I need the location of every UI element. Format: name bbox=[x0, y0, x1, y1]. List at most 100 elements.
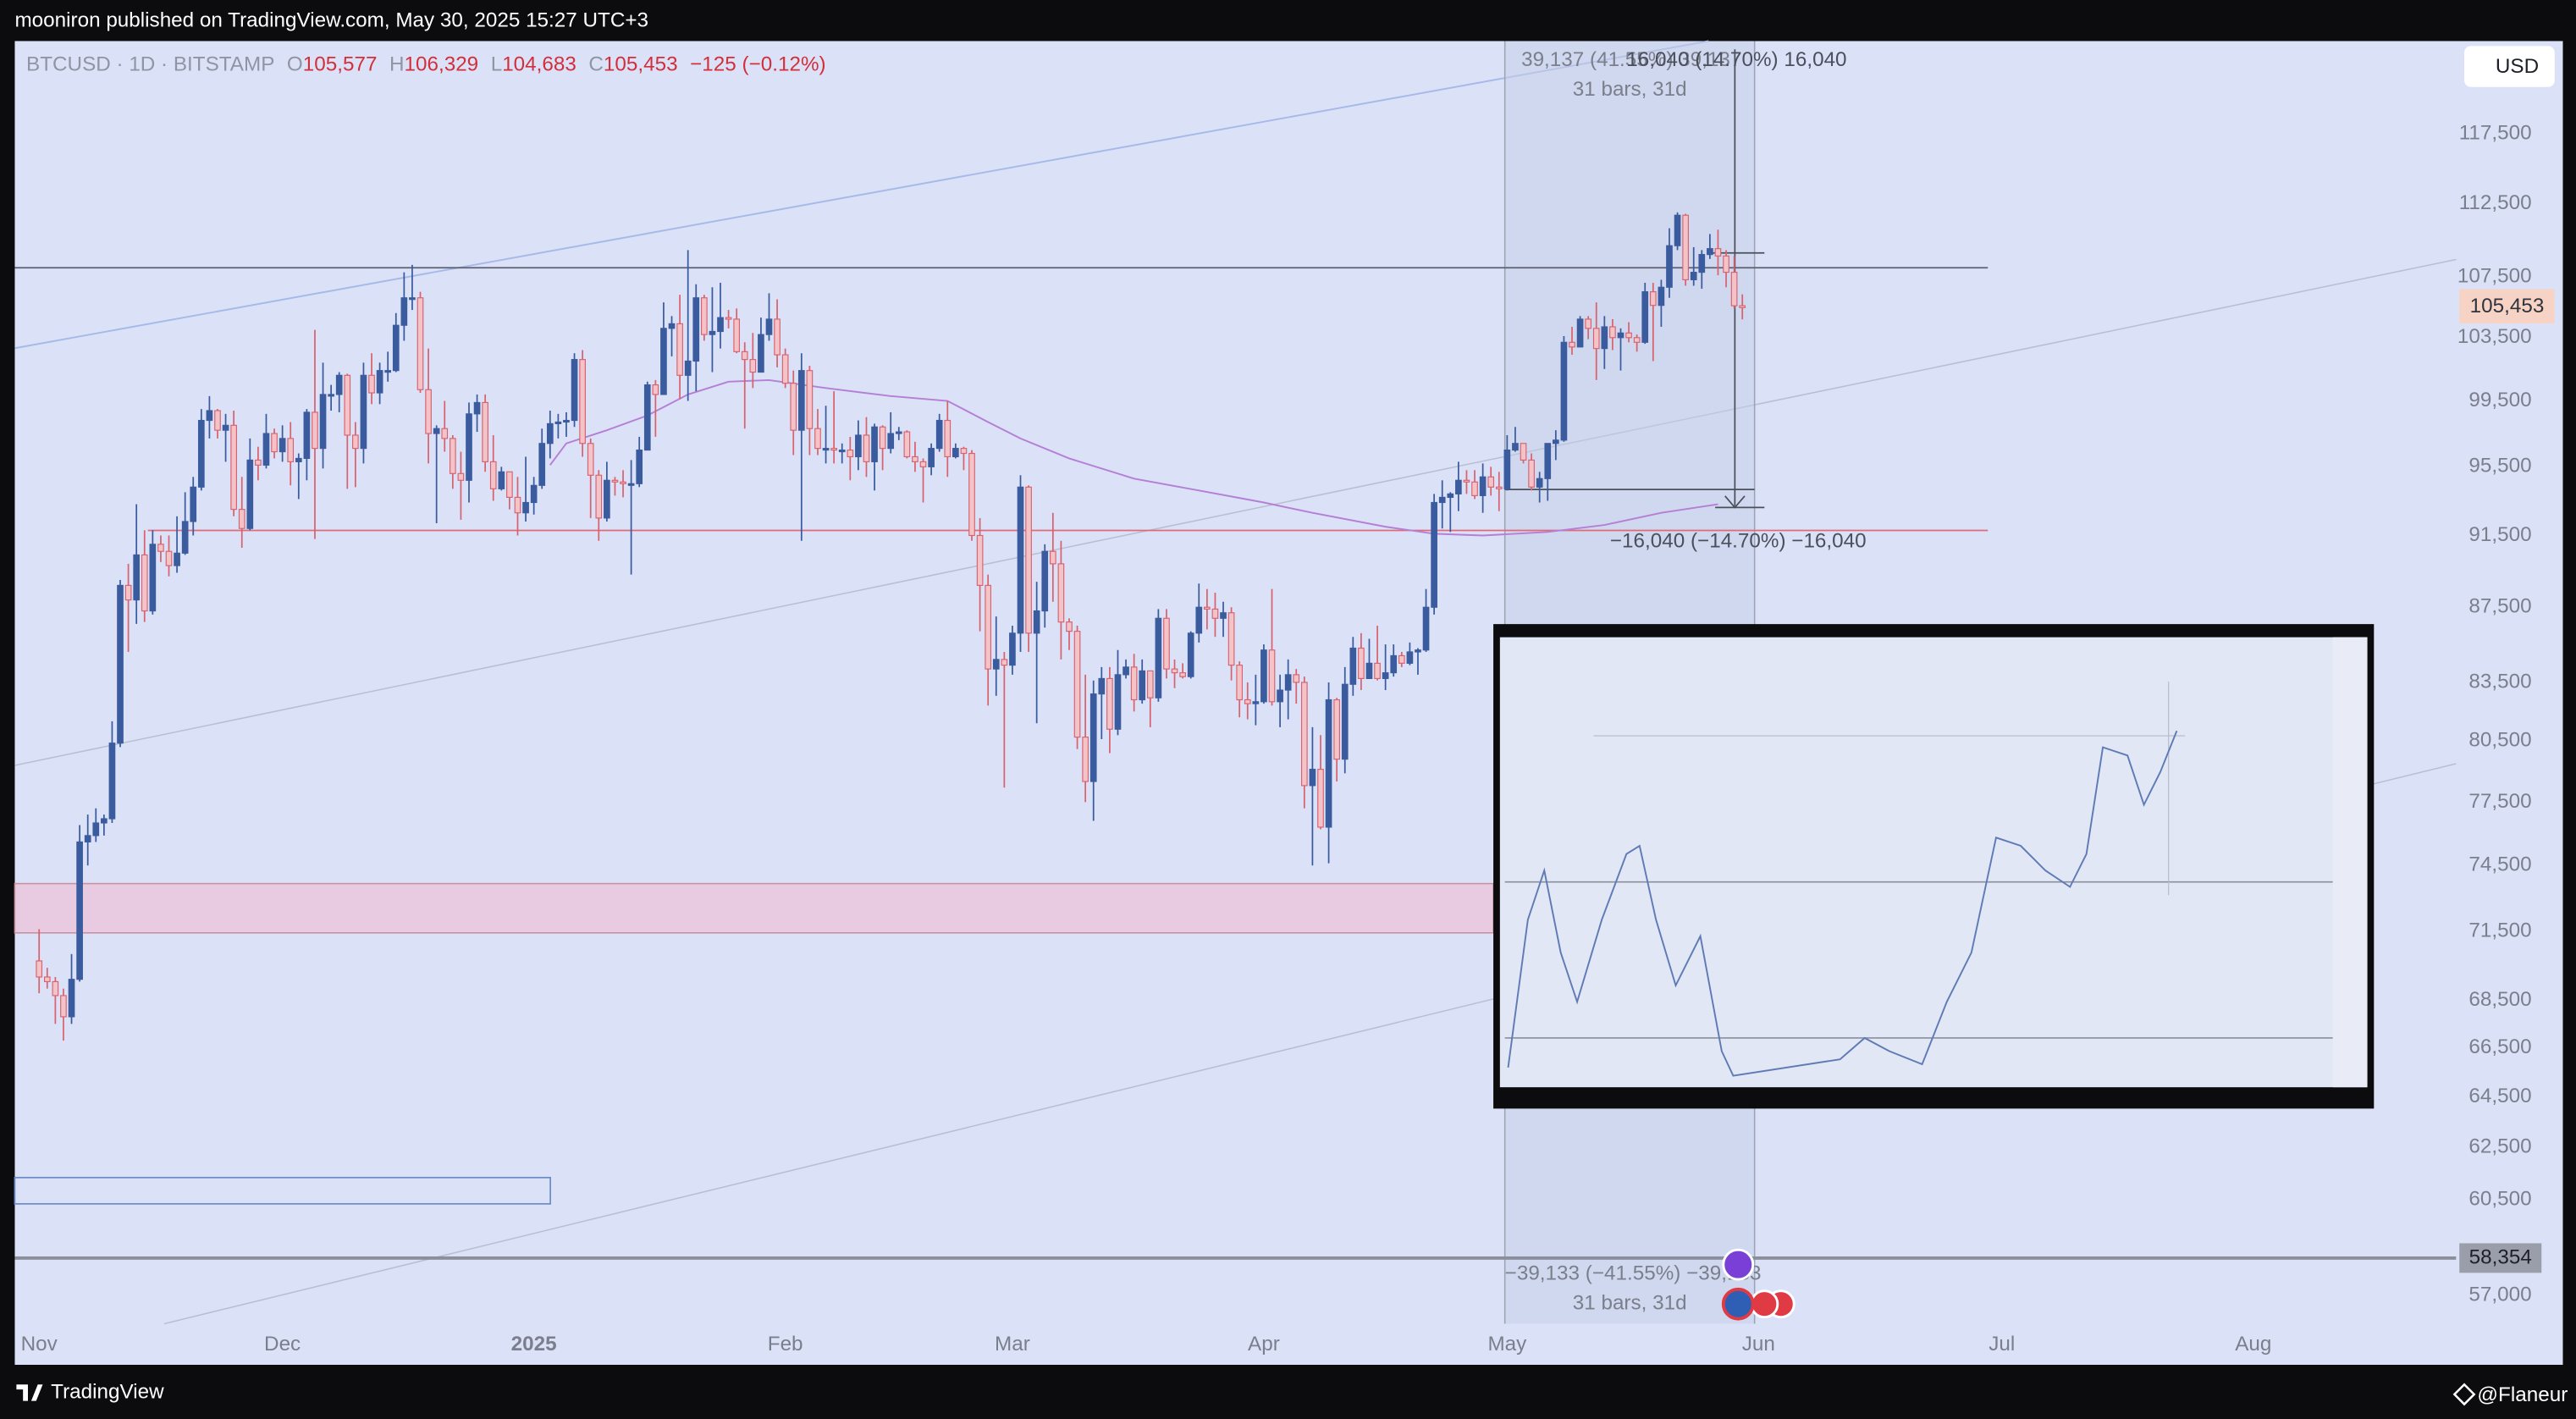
axes: 117,500 112,500 107,500 103,500 99,500 95,500… bbox=[21, 122, 2532, 1356]
candle-body bbox=[1073, 631, 1081, 738]
candle-body bbox=[538, 443, 546, 486]
candle-body bbox=[1601, 326, 1608, 350]
candle-body bbox=[935, 419, 943, 450]
y-tick-label: 99,500 bbox=[2468, 389, 2531, 411]
candle-body bbox=[1227, 612, 1235, 666]
candle-body bbox=[660, 328, 667, 395]
author-icon bbox=[2452, 1383, 2476, 1406]
candle-body bbox=[312, 411, 318, 450]
candle-body bbox=[279, 438, 286, 453]
candle-body bbox=[944, 419, 952, 458]
x-tick-label: Nov bbox=[21, 1333, 58, 1356]
candle-body bbox=[1244, 698, 1251, 704]
candle-body bbox=[871, 426, 878, 462]
brand: TradingView bbox=[51, 1380, 164, 1403]
candle-body bbox=[1260, 649, 1267, 703]
candle-body bbox=[1447, 493, 1454, 498]
candle-body bbox=[676, 323, 683, 376]
brand-logo bbox=[16, 1384, 43, 1401]
candle-body bbox=[1163, 617, 1170, 670]
candle-body bbox=[1284, 674, 1292, 691]
candle-body bbox=[1520, 443, 1527, 461]
legend-h-label: H bbox=[389, 53, 405, 76]
event-icon[interactable] bbox=[1750, 1289, 1779, 1319]
candle-body bbox=[181, 521, 189, 554]
candle-body bbox=[563, 419, 570, 423]
event-icon[interactable] bbox=[1721, 1287, 1755, 1321]
currency-label[interactable]: USD bbox=[2496, 55, 2539, 78]
y-tick-label: 83,500 bbox=[2468, 670, 2531, 693]
candle-body bbox=[1098, 677, 1106, 695]
level-badge bbox=[2459, 1243, 2542, 1273]
candle-body bbox=[887, 433, 895, 450]
candle-body bbox=[1155, 617, 1162, 698]
candle-body bbox=[384, 370, 392, 373]
candle-body bbox=[1415, 649, 1421, 653]
candle-body bbox=[968, 452, 975, 537]
legend-h: 106,329 bbox=[405, 53, 479, 76]
candle-body bbox=[1666, 245, 1673, 288]
candle-body bbox=[1633, 337, 1641, 343]
candle-body bbox=[473, 401, 481, 415]
published-line: mooniron published on TradingView.com, M… bbox=[14, 9, 648, 32]
legend-symbol: BTCUSD · 1D · BITSTAMP bbox=[26, 53, 274, 76]
candle-body bbox=[157, 544, 164, 552]
candle-body bbox=[1171, 668, 1178, 674]
x-tick-label: Mar bbox=[995, 1333, 1030, 1356]
candle-body bbox=[1609, 326, 1616, 339]
candle-body bbox=[1204, 606, 1211, 610]
candle-body bbox=[1528, 459, 1535, 488]
candle-body bbox=[806, 370, 814, 429]
candle-body bbox=[1001, 659, 1008, 666]
footer: TradingView @Flaneur bbox=[16, 1380, 2568, 1406]
candle-body bbox=[190, 486, 197, 522]
candle-body bbox=[822, 448, 830, 451]
candle-body bbox=[928, 448, 935, 467]
x-tick-label: Dec bbox=[264, 1333, 301, 1356]
candle-body bbox=[838, 450, 846, 453]
candle-body bbox=[1390, 654, 1398, 674]
candle-body bbox=[952, 448, 959, 458]
candle-body bbox=[206, 410, 213, 422]
candle-body bbox=[1252, 701, 1260, 704]
candle-body bbox=[68, 979, 75, 1018]
candle-body bbox=[1300, 682, 1308, 787]
candle-body bbox=[1730, 272, 1738, 306]
candle-body bbox=[425, 389, 432, 434]
moving-average bbox=[549, 378, 1718, 537]
event-icon[interactable] bbox=[1722, 1248, 1755, 1281]
candle-body bbox=[790, 383, 797, 431]
candle-body bbox=[903, 431, 911, 458]
candle-body bbox=[1123, 666, 1129, 676]
candle-body bbox=[1641, 291, 1649, 343]
candle-body bbox=[1698, 254, 1706, 273]
inset-pane bbox=[1499, 637, 2368, 1088]
candle-body bbox=[1471, 481, 1478, 496]
legend-l: 104,683 bbox=[502, 53, 576, 76]
candle-body bbox=[830, 448, 837, 451]
y-tick-label: 57,000 bbox=[2468, 1283, 2531, 1306]
candle-body bbox=[238, 509, 245, 529]
candle-body bbox=[1089, 693, 1097, 782]
candle-body bbox=[246, 459, 254, 529]
measure-text: 31 bars, 31d bbox=[1573, 78, 1687, 101]
candle-body bbox=[985, 584, 992, 670]
measure-text: −16,040 (−14.70%) −16,040 bbox=[1610, 530, 1867, 553]
currency-button[interactable] bbox=[2464, 46, 2555, 87]
inset-price bbox=[1507, 730, 2178, 1077]
candle-body bbox=[255, 459, 262, 466]
candle-body bbox=[643, 384, 651, 451]
x-tick-label: 2025 bbox=[511, 1333, 557, 1356]
candle-body bbox=[1690, 272, 1697, 281]
candle-body bbox=[781, 354, 789, 384]
y-tick-label: 91,500 bbox=[2468, 523, 2531, 546]
candle-body bbox=[1277, 689, 1283, 703]
candle-body bbox=[1569, 341, 1575, 348]
candle-body bbox=[554, 421, 562, 424]
legend: BTCUSD · 1D · BITSTAMP O105,577 H106,329… bbox=[26, 53, 826, 76]
zone-box bbox=[14, 1176, 552, 1205]
y-tick-label: 95,500 bbox=[2468, 455, 2531, 478]
candle-body bbox=[1463, 479, 1470, 483]
candle-body bbox=[1009, 632, 1016, 666]
